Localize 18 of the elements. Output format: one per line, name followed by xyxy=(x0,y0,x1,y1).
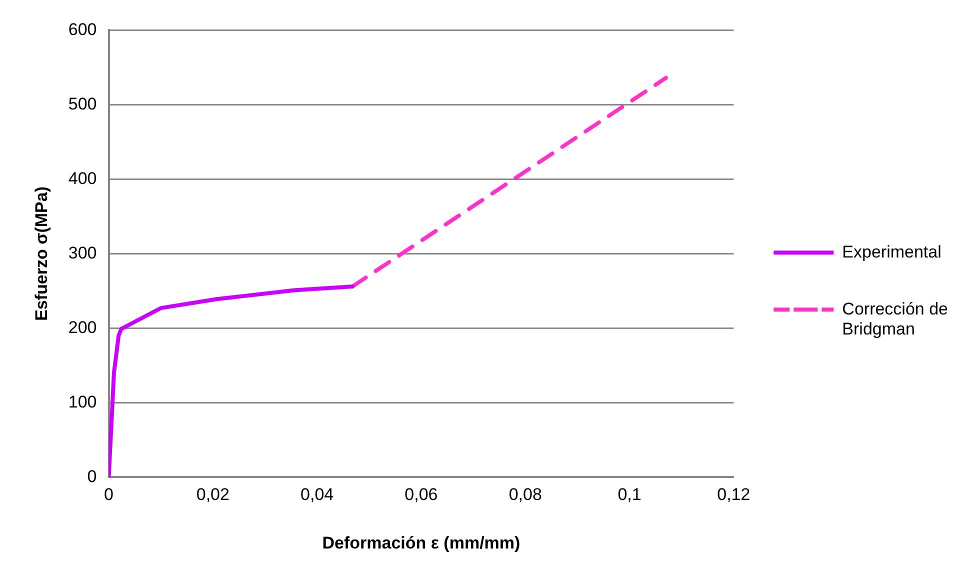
x-tick-label: 0,12 xyxy=(717,485,750,504)
x-tick-label: 0,04 xyxy=(300,485,334,504)
x-tick-label: 0,1 xyxy=(618,485,642,504)
y-tick-label: 600 xyxy=(68,20,97,39)
legend-label: Experimental xyxy=(842,242,942,262)
x-tick-label: 0 xyxy=(104,485,114,504)
y-tick-label: 200 xyxy=(68,318,97,337)
y-tick-label: 300 xyxy=(68,243,97,262)
legend-label: Corrección de Bridgman xyxy=(842,299,948,339)
y-axis-title: Esfuerzo σ(MPa) xyxy=(32,186,51,321)
x-tick-label: 0,06 xyxy=(404,485,438,504)
x-axis-title: Deformación ε (mm/mm) xyxy=(322,533,520,552)
y-tick-label: 400 xyxy=(68,168,97,188)
x-tick-label: 0,08 xyxy=(508,485,542,504)
y-tick-label: 100 xyxy=(68,392,97,412)
y-tick-label: 0 xyxy=(87,466,97,486)
y-tick-label: 500 xyxy=(68,94,97,114)
x-tick-label: 0,02 xyxy=(196,485,230,504)
